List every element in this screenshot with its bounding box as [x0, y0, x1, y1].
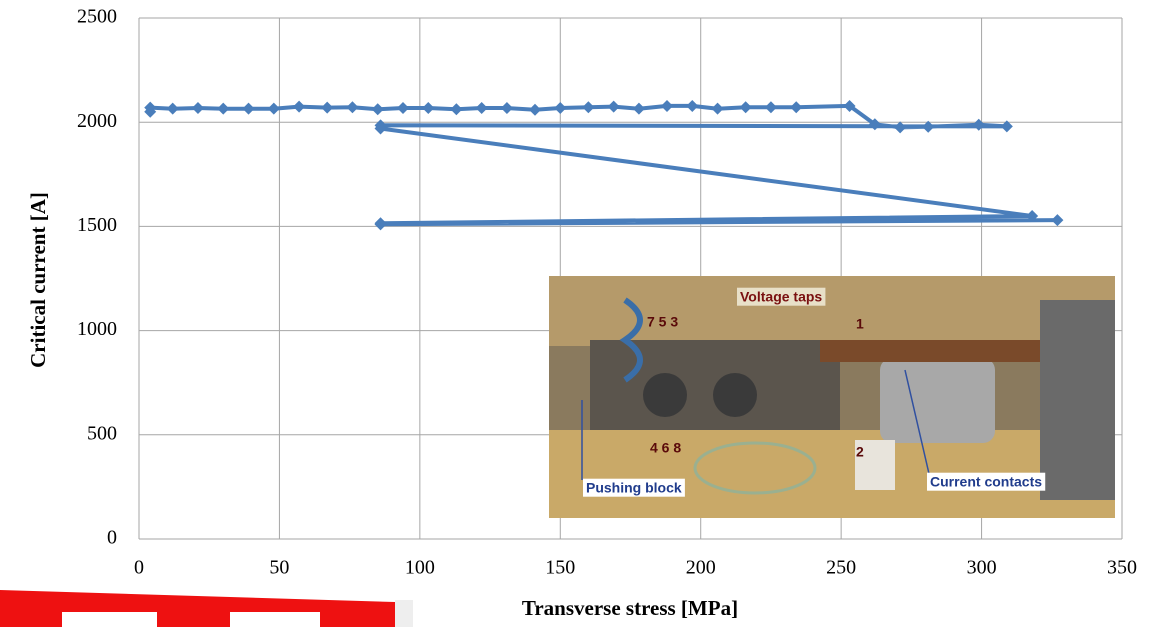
data-point — [450, 103, 462, 115]
data-point — [554, 102, 566, 114]
series-line — [150, 106, 1057, 224]
data-point — [217, 103, 229, 115]
x-tick-label: 100 — [405, 557, 435, 579]
data-point — [686, 100, 698, 112]
data-point — [973, 119, 985, 131]
data-point — [372, 103, 384, 115]
annotation: 7 5 3 — [647, 314, 678, 330]
data-point — [608, 101, 620, 113]
photo-region — [1040, 300, 1115, 500]
decoration — [62, 612, 157, 627]
x-tick-label: 150 — [545, 557, 575, 579]
chart: 0 500 1000 1500 2000 2500 0 50 100 150 200 250 300 35… — [0, 0, 1153, 627]
data-point — [243, 103, 255, 115]
data-point — [501, 102, 513, 114]
annotation: Voltage taps — [740, 289, 822, 305]
data-point — [321, 102, 333, 114]
data-point — [375, 218, 387, 230]
decoration — [230, 612, 320, 627]
data-point — [1051, 214, 1063, 226]
annotation: 4 6 8 — [650, 440, 681, 456]
data-point — [268, 103, 280, 115]
data-point — [422, 102, 434, 114]
data-point — [633, 103, 645, 115]
annotation: Current contacts — [930, 474, 1042, 490]
x-axis-label: Transverse stress [MPa] — [522, 596, 738, 620]
decoration — [0, 590, 395, 627]
data-point — [661, 100, 673, 112]
data-point — [476, 102, 488, 114]
data-point — [293, 101, 305, 113]
x-tick-label: 200 — [686, 557, 716, 579]
data-point — [790, 101, 802, 113]
photo-region — [880, 358, 995, 443]
x-tick-label: 300 — [967, 557, 997, 579]
photo-region — [590, 340, 840, 430]
annotation: 1 — [856, 316, 864, 332]
data-point — [529, 104, 541, 116]
y-axis-label: Critical current [A] — [26, 192, 50, 368]
data-point — [894, 121, 906, 133]
photo-region — [643, 373, 687, 417]
x-tick-label: 50 — [269, 557, 289, 579]
data-point — [582, 101, 594, 113]
y-tick-label: 1500 — [77, 214, 117, 236]
annotation: 2 — [856, 444, 864, 460]
data-point — [167, 103, 179, 115]
y-tick-label: 2500 — [77, 6, 117, 28]
x-tick-label: 350 — [1107, 557, 1137, 579]
data-point — [765, 101, 777, 113]
photo-region — [713, 373, 757, 417]
x-tick-label: 250 — [826, 557, 856, 579]
x-tick-label: 0 — [134, 557, 144, 579]
data-point — [346, 101, 358, 113]
data-point — [192, 102, 204, 114]
y-tick-label: 1000 — [77, 318, 117, 340]
y-tick-label: 500 — [87, 422, 117, 444]
decoration — [395, 600, 413, 627]
data-point — [397, 102, 409, 114]
annotation: Pushing block — [586, 480, 682, 496]
y-tick-label: 2000 — [77, 110, 117, 132]
data-point — [740, 101, 752, 113]
data-point — [712, 103, 724, 115]
y-tick-label: 0 — [107, 527, 117, 549]
